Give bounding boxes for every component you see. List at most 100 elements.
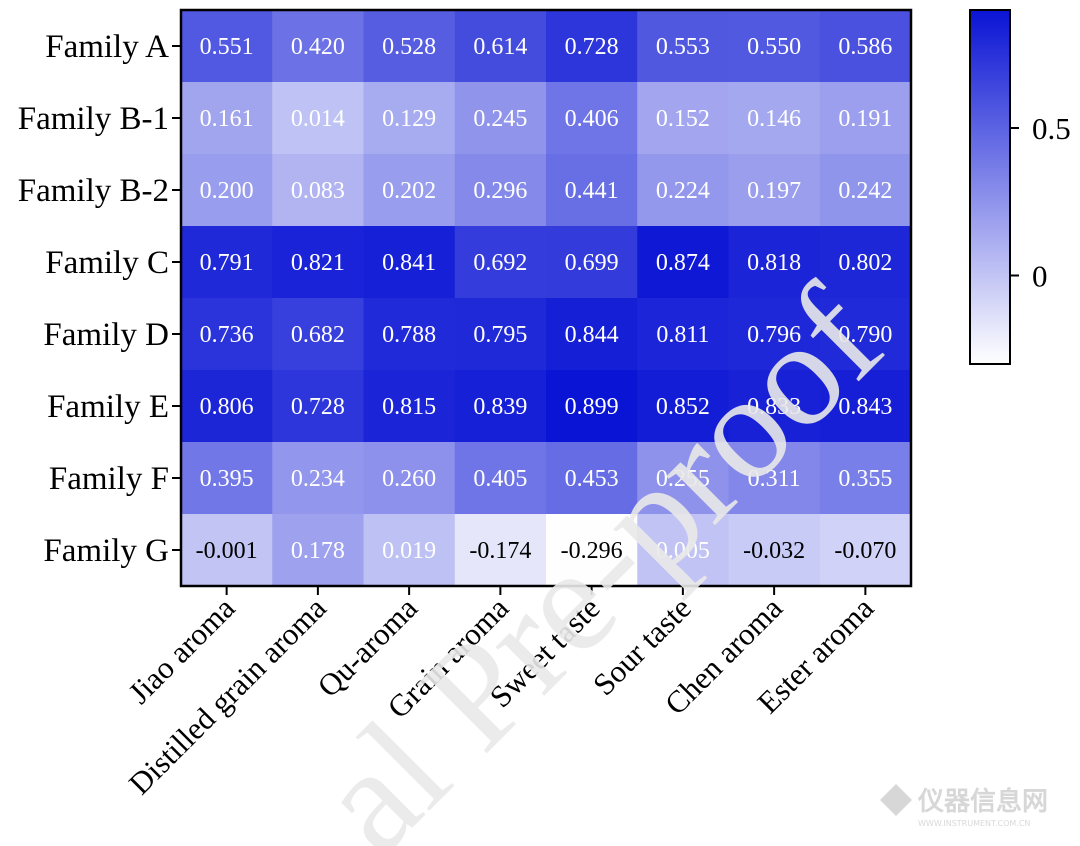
heatmap-cell [363, 298, 456, 371]
colorbar: 00.5 [969, 9, 1071, 365]
cell-value-label: 0.441 [565, 178, 619, 204]
cell-value-label: 0.255 [656, 466, 710, 492]
heatmap-cell [181, 82, 273, 155]
cell-value-label: 0.005 [656, 538, 710, 564]
cell-value-label: -0.001 [196, 538, 258, 564]
cell-value-label: 0.614 [473, 34, 527, 60]
heatmap-cell [454, 442, 547, 515]
cell-value-label: 0.818 [747, 250, 801, 276]
cell-value-label: -0.174 [469, 538, 531, 564]
cell-value-label: 0.453 [565, 466, 619, 492]
row-label: Family C [45, 245, 169, 281]
heatmap-cell-values: 0.551 0.420 0.528 0.614 0.728 0.553 0.550 0.586… [196, 34, 897, 564]
cell-value-label: 0.796 [747, 322, 801, 348]
heatmap-cell [546, 226, 638, 299]
heatmap-cell [637, 298, 730, 371]
heatmap-cell [637, 442, 730, 515]
cell-value-label: 0.699 [565, 250, 619, 276]
heatmap-cell [546, 82, 638, 155]
heatmap-cell [819, 82, 912, 155]
cell-value-label: 0.224 [656, 178, 710, 204]
watermark-logo: 仪器信息网 WWW.INSTRUMENT.COM.CN [880, 784, 1048, 828]
cell-value-label: -0.032 [743, 538, 805, 564]
heatmap-cells [181, 10, 912, 587]
cell-value-label: 0.692 [473, 250, 527, 276]
cell-value-label: 0.728 [291, 394, 345, 420]
heatmap-cell [272, 226, 365, 299]
cell-value-label: 0.296 [473, 178, 527, 204]
colorbar-ticks: 00.5 [1010, 111, 1071, 294]
heatmap-cell [181, 442, 273, 515]
heatmap-cell [637, 370, 730, 443]
heatmap-cell [272, 370, 365, 443]
heatmap-cell [181, 298, 273, 371]
cell-value-label: 0.790 [838, 322, 892, 348]
colorbar-gradient [969, 9, 1011, 365]
cell-value-label: 0.852 [656, 394, 710, 420]
heatmap-cell [454, 226, 547, 299]
cell-value-label: 0.311 [748, 466, 801, 492]
heatmap-cell [637, 154, 730, 227]
cell-value-label: 0.682 [291, 322, 345, 348]
row-label: Family D [43, 317, 169, 353]
heatmap-cell [728, 514, 821, 587]
heatmap-cell [546, 298, 638, 371]
cell-value-label: 0.839 [473, 394, 527, 420]
heatmap-cell [546, 10, 638, 83]
cell-value-label: 0.728 [565, 34, 619, 60]
heatmap-cell [819, 298, 912, 371]
row-label: Family G [43, 533, 169, 569]
cell-value-label: 0.874 [656, 250, 710, 276]
cell-value-label: 0.833 [747, 394, 801, 420]
cell-value-label: 0.841 [382, 250, 436, 276]
heatmap-cell [728, 298, 821, 371]
cell-value-label: 0.815 [382, 394, 436, 420]
heatmap-cell [637, 82, 730, 155]
cell-value-label: 0.811 [656, 322, 709, 348]
row-labels: Family A Family B-1 Family B-2 Family C Fami… [18, 29, 181, 569]
cell-value-label: 0.083 [291, 178, 345, 204]
cell-value-label: 0.791 [200, 250, 254, 276]
heatmap-cell [546, 442, 638, 515]
heatmap-cell [819, 226, 912, 299]
heatmap-cell [728, 10, 821, 83]
cell-value-label: 0.260 [382, 466, 436, 492]
heatmap-cell [454, 298, 547, 371]
colorbar-tick-label: 0.5 [1032, 111, 1071, 146]
heatmap-cell [181, 10, 273, 83]
cell-value-label: 0.406 [565, 106, 619, 132]
cell-value-label: 0.014 [291, 106, 345, 132]
cell-value-label: 0.553 [656, 34, 710, 60]
heatmap-cell [272, 442, 365, 515]
cell-value-label: 0.019 [382, 538, 436, 564]
cell-value-label: 0.821 [291, 250, 345, 276]
heatmap-cell [454, 82, 547, 155]
cell-value-label: 0.586 [838, 34, 892, 60]
logo-text: 仪器信息网 [917, 786, 1048, 817]
heatmap-cell [819, 370, 912, 443]
heatmap-frame [179, 8, 913, 588]
cell-value-label: 0.178 [291, 538, 345, 564]
heatmap-cell [728, 226, 821, 299]
colorbar-tick-label: 0 [1032, 259, 1048, 294]
heatmap-cell [728, 82, 821, 155]
heatmap-cell [728, 442, 821, 515]
row-label: Family F [49, 461, 169, 497]
cell-value-label: 0.844 [565, 322, 619, 348]
cell-value-label: 0.420 [291, 34, 345, 60]
cell-value-label: 0.405 [473, 466, 527, 492]
heatmap-cell [819, 10, 912, 83]
heatmap-cell [454, 154, 547, 227]
cell-value-label: 0.550 [747, 34, 801, 60]
cell-value-label: 0.202 [382, 178, 436, 204]
heatmap-cell [819, 514, 912, 587]
heatmap-cell [819, 442, 912, 515]
logo-icon [880, 784, 912, 816]
heatmap-cell [546, 514, 638, 587]
heatmap-cell [637, 10, 730, 83]
cell-value-label: 0.191 [838, 106, 892, 132]
heatmap-cell [363, 154, 456, 227]
cell-value-label: 0.843 [838, 394, 892, 420]
row-label: Family E [47, 389, 169, 425]
cell-value-label: 0.528 [382, 34, 436, 60]
